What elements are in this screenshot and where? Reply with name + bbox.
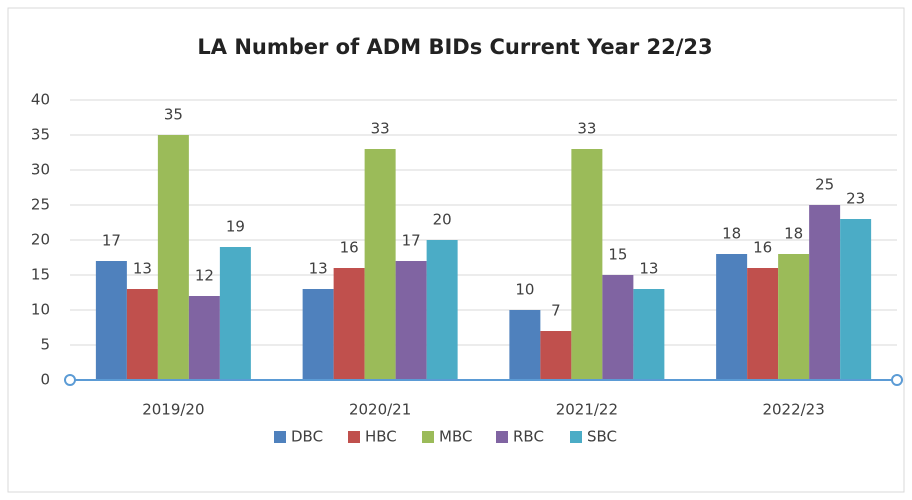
data-label: 10 [515, 281, 534, 299]
data-label: 12 [195, 267, 214, 285]
chart-title: LA Number of ADM BIDs Current Year 22/23 [197, 35, 712, 59]
bar [778, 254, 810, 380]
legend-swatch [422, 431, 434, 443]
bar [188, 296, 220, 380]
bar [157, 135, 189, 380]
y-tick-label: 20 [31, 231, 50, 249]
bar [540, 331, 572, 380]
data-label: 23 [846, 190, 865, 208]
data-label: 13 [309, 260, 328, 278]
data-label: 15 [608, 246, 627, 264]
bar [219, 247, 251, 380]
legend-swatch [274, 431, 286, 443]
bar [426, 240, 458, 380]
bar [633, 289, 665, 380]
legend-label: RBC [513, 428, 544, 446]
data-label: 18 [784, 225, 803, 243]
bar [333, 268, 365, 380]
axis-handle [891, 374, 903, 386]
x-tick-label: 2021/22 [556, 401, 618, 419]
bar [747, 268, 779, 380]
y-tick-label: 0 [40, 371, 50, 389]
data-label: 33 [577, 120, 596, 138]
data-label: 16 [340, 239, 359, 257]
axis-handle [64, 374, 76, 386]
legend-swatch [570, 431, 582, 443]
data-label: 35 [164, 106, 183, 124]
bar [809, 205, 841, 380]
legend-label: HBC [365, 428, 397, 446]
data-label: 17 [102, 232, 121, 250]
y-tick-label: 30 [31, 161, 50, 179]
bar [302, 289, 334, 380]
y-tick-label: 35 [31, 126, 50, 144]
bar [509, 310, 541, 380]
data-label: 17 [402, 232, 421, 250]
data-label: 13 [639, 260, 658, 278]
x-tick-label: 2020/21 [349, 401, 411, 419]
data-label: 13 [133, 260, 152, 278]
legend-label: DBC [291, 428, 323, 446]
y-tick-label: 5 [40, 336, 50, 354]
data-label: 7 [551, 302, 561, 320]
bar [126, 289, 158, 380]
legend-swatch [348, 431, 360, 443]
bar [395, 261, 427, 380]
data-label: 20 [433, 211, 452, 229]
legend-label: MBC [439, 428, 472, 446]
bar [840, 219, 872, 380]
y-tick-label: 15 [31, 266, 50, 284]
bar [716, 254, 748, 380]
legend-label: SBC [587, 428, 617, 446]
data-label: 19 [226, 218, 245, 236]
bar [95, 261, 127, 380]
x-tick-label: 2022/23 [762, 401, 824, 419]
data-label: 16 [753, 239, 772, 257]
data-label: 25 [815, 176, 834, 194]
y-tick-label: 40 [31, 91, 50, 109]
bar [602, 275, 634, 380]
x-tick-label: 2019/20 [142, 401, 204, 419]
data-label: 18 [722, 225, 741, 243]
y-tick-label: 10 [31, 301, 50, 319]
data-label: 33 [371, 120, 390, 138]
legend-swatch [496, 431, 508, 443]
y-tick-label: 25 [31, 196, 50, 214]
bar [571, 149, 603, 380]
bar [364, 149, 396, 380]
